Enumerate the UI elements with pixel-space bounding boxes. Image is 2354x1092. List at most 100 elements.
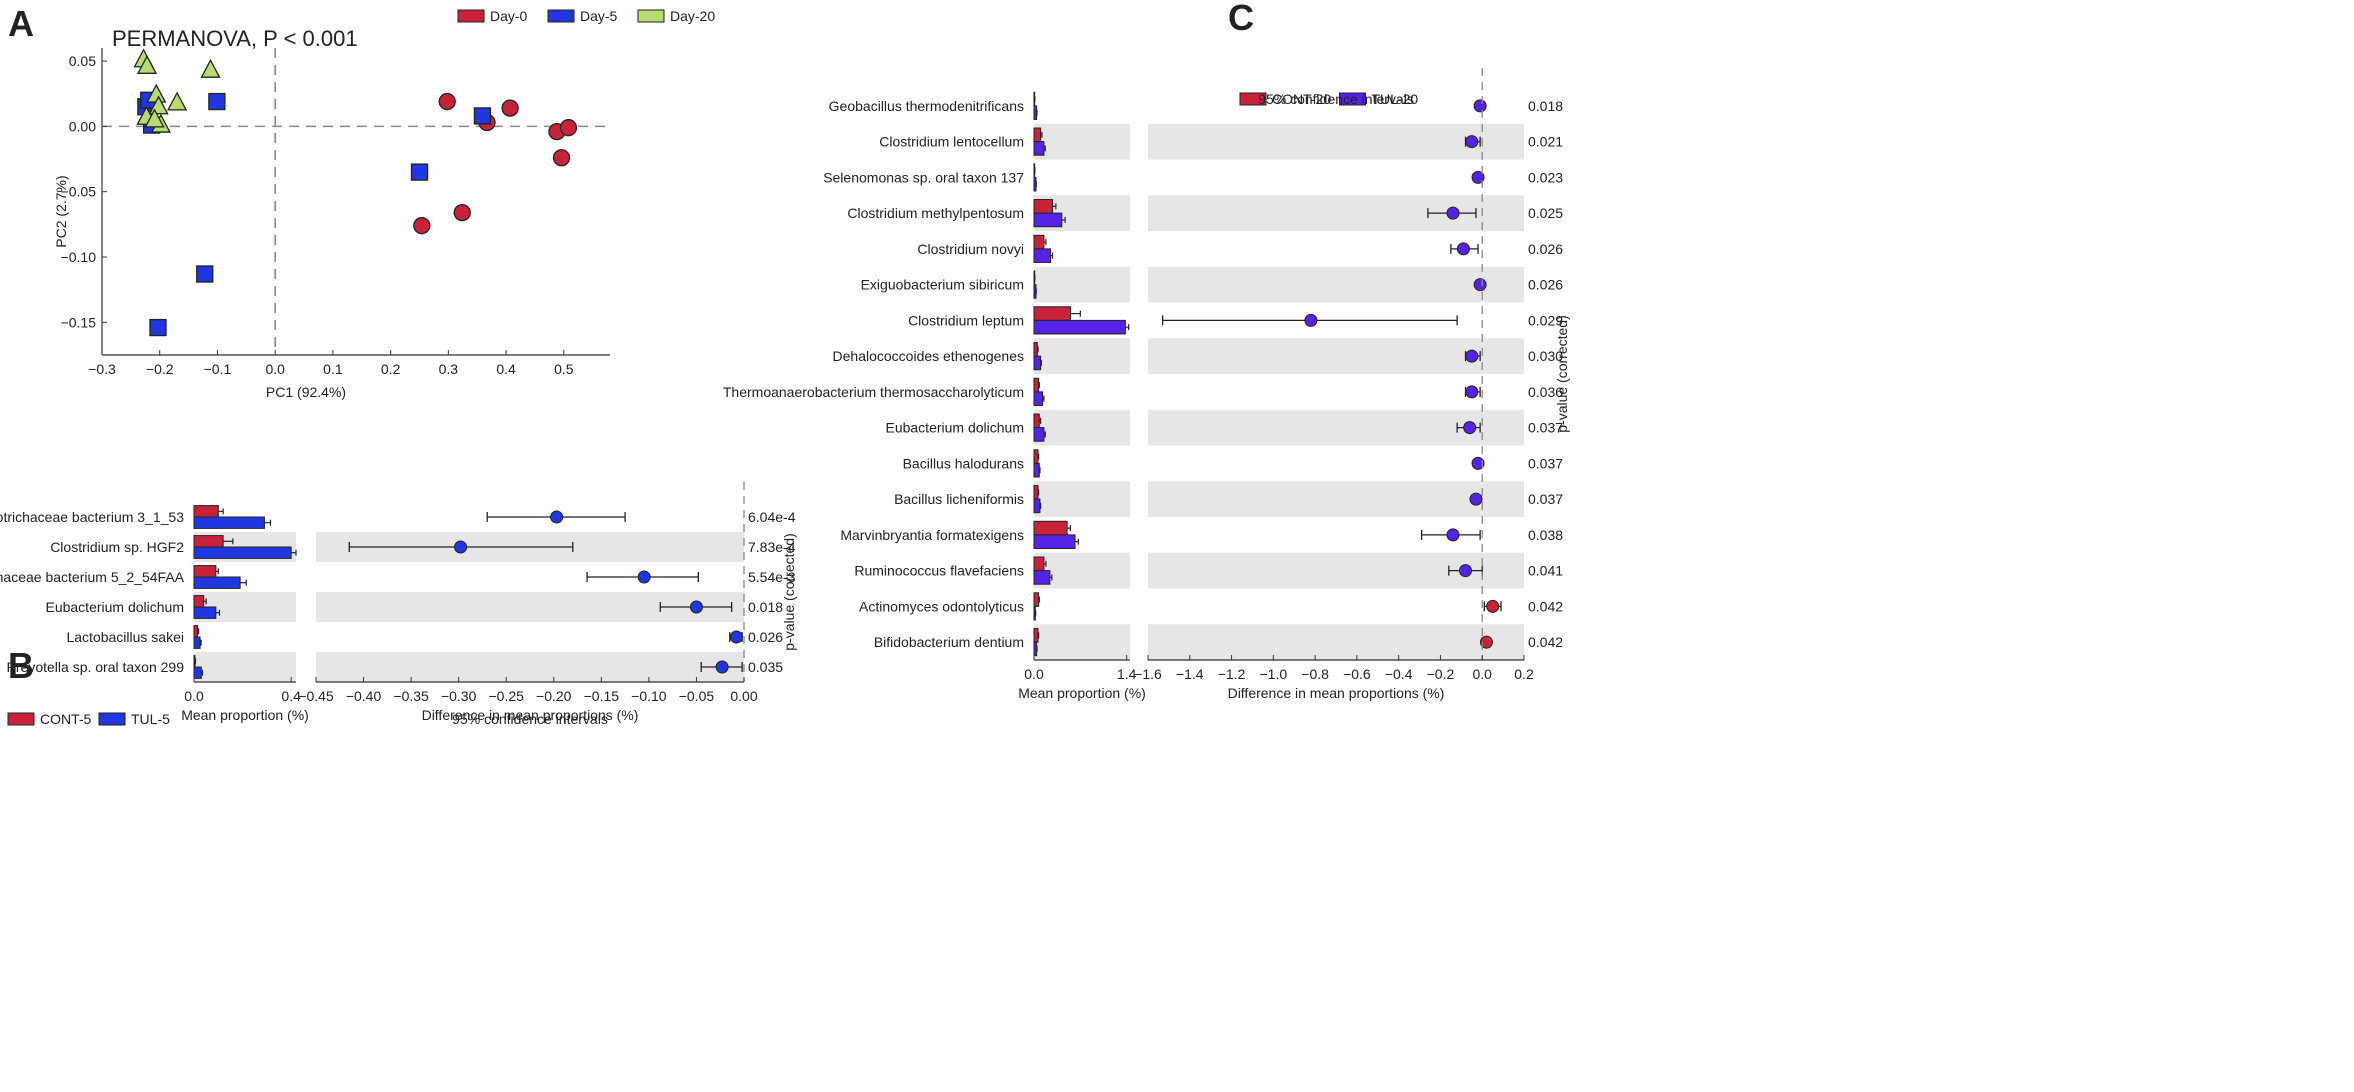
p-value-label: 0.035 (748, 659, 783, 675)
bar-x-axis-label: Mean proportion (%) (181, 707, 309, 723)
bar-control (1033, 306, 1071, 321)
diff-x-tick-label: −0.45 (298, 688, 334, 704)
bar-control (193, 565, 217, 578)
bar-control (193, 535, 224, 548)
bar-treatment (1033, 498, 1041, 514)
y-tick-label: 0.00 (69, 118, 96, 134)
p-value-label: 0.037 (1528, 420, 1563, 436)
species-label: Erysipelotrichaceae bacterium 3_1_53 (0, 509, 184, 525)
x-tick-label: 0.5 (554, 361, 574, 377)
point-day-5 (473, 107, 492, 125)
row-stripe-bar (1034, 481, 1130, 517)
bar-x-axis-label: Mean proportion (%) (1018, 685, 1146, 701)
bar-treatment (193, 546, 292, 559)
species-label: Thermoanaerobacterium thermosaccharolyti… (723, 384, 1024, 400)
species-label: Geobacillus thermodenitrificans (829, 98, 1024, 114)
diff-point (1465, 349, 1479, 363)
p-value-axis-label: p-value (corrected) (781, 533, 797, 651)
row-stripe-bar (1034, 266, 1130, 303)
bar-treatment (193, 666, 202, 679)
x-tick-label: −0.1 (204, 361, 232, 377)
bar-treatment (1033, 105, 1038, 120)
point-day-0 (552, 149, 571, 167)
bar-control (1033, 199, 1054, 214)
p-value-label: 0.026 (748, 629, 783, 645)
species-label: Eubacterium dolichum (885, 420, 1024, 436)
row-stripe-bar (1034, 123, 1130, 160)
legend-label-cont-20: CONT-20 (1272, 91, 1331, 107)
diff-point (637, 570, 651, 584)
diff-x-tick-label: 0.0 (1472, 666, 1492, 682)
legend-label-day-5: Day-5 (580, 8, 618, 24)
p-value-label: 7.83e-4 (748, 539, 796, 555)
p-value-label: 0.023 (1528, 169, 1563, 185)
diff-point (1456, 242, 1470, 256)
bar-control (193, 655, 196, 668)
y-axis-label: PC2 (2.7%) (53, 175, 69, 247)
chart-title: PERMANOVA, P < 0.001 (112, 26, 358, 51)
legend-swatch-cont-5 (7, 712, 35, 726)
diff-x-tick-label: −1.6 (1134, 666, 1162, 682)
bar-treatment (1033, 570, 1051, 585)
species-label: Clostridium novyi (917, 241, 1024, 257)
x-tick-label: 0.0 (265, 361, 285, 377)
p-value-label: 0.037 (1528, 491, 1563, 507)
diff-point (1459, 564, 1473, 578)
diff-point (1446, 528, 1460, 542)
point-day-0 (438, 92, 456, 111)
diff-point (1463, 421, 1477, 435)
row-stripe-diff (1148, 266, 1524, 303)
species-label: Clostridium leptum (908, 312, 1024, 328)
bar-control (1033, 485, 1039, 500)
diff-x-tick-label: −1.2 (1218, 666, 1246, 682)
panel-letter-b: B (8, 645, 34, 686)
bar-control (1033, 377, 1040, 393)
species-label: Dehalococcoides ethenogenes (833, 348, 1024, 364)
row-stripe-bar (1034, 338, 1130, 374)
diff-x-tick-label: −0.35 (393, 688, 429, 704)
point-day-5 (196, 265, 214, 283)
point-day-0 (413, 217, 431, 235)
species-label: Bacillus licheniformis (894, 491, 1024, 507)
species-label: Bifidobacterium dentium (874, 634, 1024, 650)
diff-point (1471, 456, 1485, 470)
point-day-20 (144, 108, 165, 128)
bar-treatment (1033, 641, 1038, 657)
bar-treatment (1033, 462, 1040, 478)
legend-label-tul-20: TUL-20 (1372, 91, 1419, 107)
bar-control (1033, 520, 1068, 536)
legend-swatch-day-20 (637, 9, 665, 23)
y-tick-label: −0.15 (61, 314, 97, 330)
p-value-label: 0.041 (1528, 563, 1563, 579)
species-label: Exiguobacterium sibiricum (861, 277, 1024, 293)
diff-x-tick-label: −0.2 (1427, 666, 1455, 682)
bar-treatment (1033, 319, 1126, 335)
bar-treatment (193, 606, 217, 619)
row-stripe-diff (1148, 624, 1524, 660)
diff-point (1469, 492, 1483, 506)
diff-point (1471, 170, 1485, 184)
p-value-label: 6.04e-4 (748, 509, 796, 525)
bar-treatment (1033, 427, 1045, 442)
p-value-label: 0.042 (1528, 634, 1563, 650)
legend-label-tul-5: TUL-5 (131, 711, 170, 727)
p-value-label: 0.021 (1528, 134, 1563, 150)
diff-x-tick-label: −0.4 (1385, 666, 1413, 682)
species-label: Eubacterium dolichum (45, 599, 184, 615)
diff-x-axis-label: Difference in mean proportions (%) (422, 707, 639, 723)
diff-point (1473, 99, 1487, 113)
diff-point (729, 630, 743, 644)
y-tick-label: 0.05 (69, 53, 96, 69)
point-day-5 (208, 92, 226, 111)
x-tick-label: 0.1 (323, 361, 343, 377)
bar-treatment (193, 576, 241, 589)
row-stripe-diff (1148, 481, 1524, 517)
panel-a-pca-plot: −0.3 −0.2 −0.1 0.0 0.1 0.2 0.3 0.4 0.5 0.05 0.00 −0… (53, 8, 715, 400)
p-value-label: 5.54e-3 (748, 569, 796, 585)
legend-swatch-tul-20 (1339, 92, 1366, 106)
diff-point (1486, 599, 1500, 613)
p-value-label: 0.029 (1528, 312, 1563, 328)
legend-label-day-20: Day-20 (670, 8, 715, 24)
point-day-5 (410, 163, 429, 181)
bar-control (1033, 413, 1040, 429)
